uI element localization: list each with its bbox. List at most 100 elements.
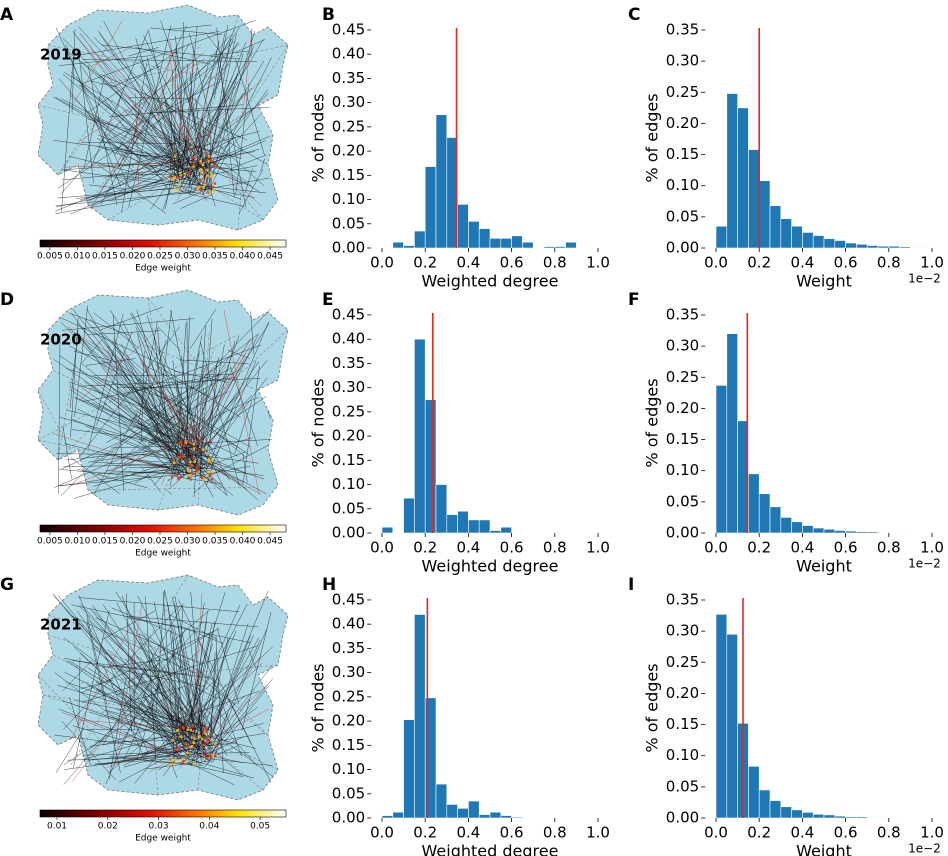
edge <box>83 76 105 169</box>
edge <box>186 320 189 452</box>
edge <box>74 397 191 454</box>
edge <box>184 736 245 765</box>
edge <box>170 310 203 468</box>
edge <box>198 73 239 155</box>
node <box>171 738 175 742</box>
bar <box>554 246 566 249</box>
edge <box>78 369 174 445</box>
edge <box>171 654 228 756</box>
bar <box>888 245 900 249</box>
node <box>178 171 182 175</box>
bar <box>845 816 857 819</box>
edge <box>137 52 204 108</box>
edge <box>205 340 236 454</box>
edge <box>122 109 208 188</box>
edge <box>168 109 203 168</box>
edge <box>118 173 186 176</box>
colorbar-label: Edge weight <box>135 834 191 844</box>
bar <box>780 218 792 249</box>
node <box>186 728 189 732</box>
edge <box>60 468 170 487</box>
edge <box>213 25 229 99</box>
edge <box>62 425 72 479</box>
y-tick-label: 0.35 <box>332 639 365 657</box>
edge <box>61 720 117 781</box>
node <box>213 754 217 758</box>
x-offset-label: 1e−2 <box>908 272 941 286</box>
y-tick-label: 0.35 <box>666 305 699 323</box>
edge <box>173 592 226 758</box>
edge <box>195 456 265 480</box>
bar <box>403 719 415 819</box>
edge <box>88 46 184 113</box>
y-tick-label: 0.20 <box>666 114 699 132</box>
edge <box>203 685 269 769</box>
district-border <box>47 44 244 85</box>
node <box>201 163 205 167</box>
y-axis-label: % of nodes <box>309 93 328 182</box>
node <box>181 757 184 761</box>
node <box>174 747 177 751</box>
edge <box>139 439 193 446</box>
edge <box>95 617 202 665</box>
edge <box>89 733 191 747</box>
edge <box>177 177 270 195</box>
edge <box>122 144 186 195</box>
node <box>192 442 196 446</box>
edge <box>90 163 208 207</box>
edge <box>95 116 154 198</box>
node <box>200 439 203 443</box>
panel-letter: H <box>322 575 336 595</box>
bar <box>511 816 523 819</box>
edge <box>72 31 174 161</box>
edge <box>53 140 183 159</box>
bar <box>877 532 890 534</box>
node <box>210 175 213 178</box>
edge <box>177 422 202 455</box>
panel-letter: G <box>0 575 14 595</box>
edge <box>215 51 247 208</box>
bar <box>866 817 879 819</box>
edge <box>114 348 192 432</box>
x-tick-label: 0.4 <box>456 539 480 557</box>
edge <box>83 381 197 467</box>
x-tick-label: 0.6 <box>500 254 524 272</box>
edge <box>144 740 177 754</box>
edge <box>80 720 211 730</box>
colorbar-tick-label: 0.005 <box>37 537 63 547</box>
edge <box>138 633 181 727</box>
node <box>186 745 189 749</box>
edge <box>63 160 200 168</box>
edge <box>141 680 202 755</box>
edge <box>191 693 225 765</box>
bar <box>424 166 437 249</box>
bar <box>758 493 771 534</box>
y-tick-label: 0.00 <box>666 809 699 827</box>
x-tick-label: 0.4 <box>456 824 480 842</box>
district-border <box>144 344 259 391</box>
edge <box>93 117 212 170</box>
edge <box>161 89 186 157</box>
edge <box>153 601 186 747</box>
node <box>178 181 181 185</box>
y-tick-label: 0.10 <box>332 190 365 208</box>
y-tick-label: 0.40 <box>332 45 365 63</box>
node <box>173 186 177 190</box>
edge <box>155 590 165 719</box>
y-tick-label: 0.35 <box>666 20 699 38</box>
y-tick-label: 0.25 <box>666 653 699 671</box>
edge <box>179 77 233 192</box>
edge <box>90 31 149 168</box>
edge <box>142 364 214 399</box>
edge <box>86 619 121 773</box>
y-tick-label: 0.20 <box>332 427 365 445</box>
edge <box>202 130 265 186</box>
y-tick-label: 0.25 <box>332 687 365 705</box>
x-offset-label: 1e−2 <box>908 557 941 571</box>
node <box>198 178 202 181</box>
node <box>200 168 203 172</box>
edge <box>177 322 187 449</box>
x-tick-label: 0.4 <box>790 539 814 557</box>
y-tick-label: 0.30 <box>666 52 699 70</box>
edge <box>110 65 161 88</box>
